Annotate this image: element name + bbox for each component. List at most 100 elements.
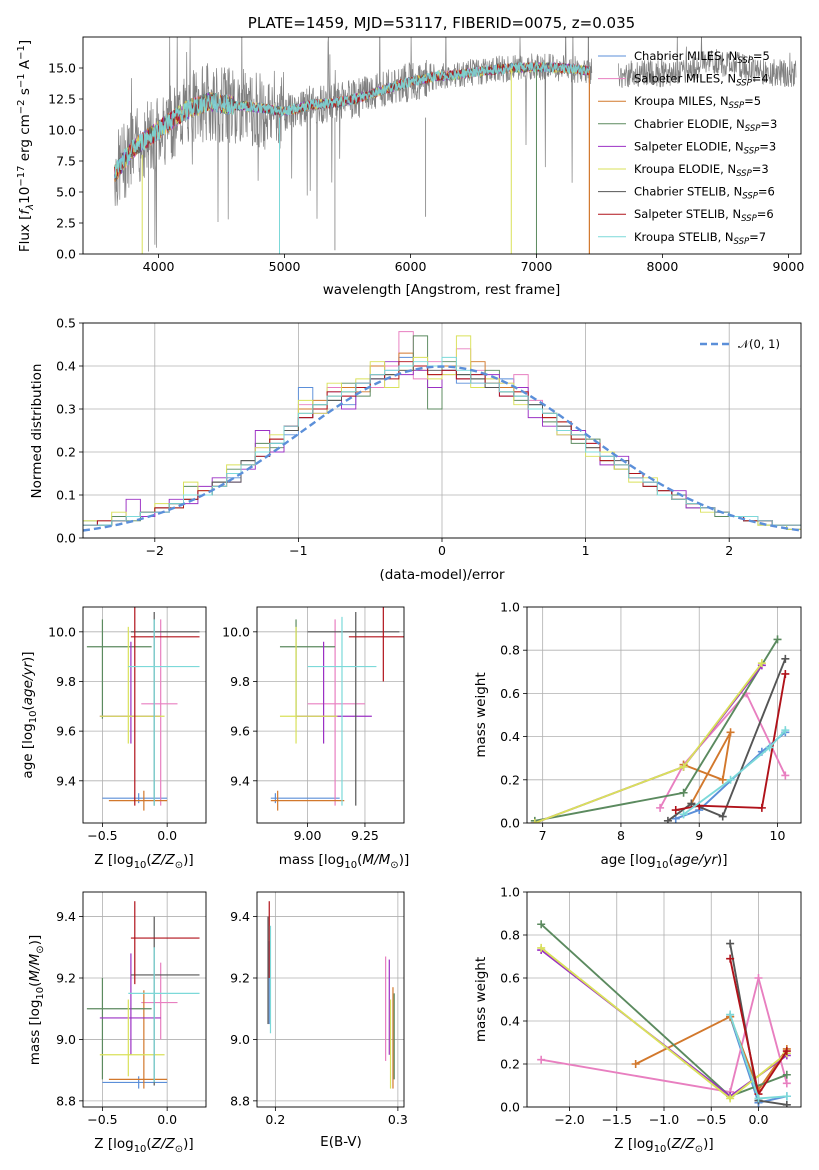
- axis-label-part-3: M: [362, 852, 374, 868]
- residuals-panel: −2 −1 0 1 2 0.0 0.1 0.2 0.3 0.4 0.5 (data-model)/er…: [29, 316, 802, 583]
- weight-line-salpeter-stelib: [675, 673, 787, 811]
- x-tick-label: −0.5: [696, 1112, 726, 1127]
- y-axis-label-part-11: ]: [17, 40, 33, 45]
- y-tick-label: 9.6: [230, 724, 250, 739]
- plot-area: [270, 607, 404, 811]
- y-tick-label: 10.0: [222, 624, 250, 639]
- mass-vs-extinction-panel: 0.2 0.3 8.8 9.0 9.2 9.4 E(B-V): [230, 891, 408, 1150]
- x-tick-label: 0.0: [157, 1112, 177, 1127]
- axis-label-part-6: ⊙: [175, 1144, 183, 1155]
- axis-label-part-3: age: [20, 680, 36, 705]
- y-tick-label: 9.2: [56, 971, 76, 986]
- x-tick-label: 0.0: [749, 1112, 769, 1127]
- weight-vs-metallicity-panel: −2.0 −1.5 −1.0 −0.5 0.0 0.0 0.2 0.4 0.6 0.8 1.0 Z […: [473, 885, 802, 1155]
- y-tick-label: 0.2: [500, 1057, 520, 1072]
- axis-label-part-2: (: [146, 1136, 151, 1152]
- y-axis-label: mass [log10(M/M⊙)]: [27, 935, 46, 1065]
- plot-frame: [256, 891, 405, 1108]
- model-spectrum-kroupa-stelib: [113, 61, 591, 179]
- x-axis-label: Z [log10(Z/Z⊙)]: [614, 1136, 713, 1155]
- x-tick-label: 8000: [647, 259, 679, 274]
- legend-text: Kroupa MILES, N: [634, 94, 729, 108]
- spectrum-panel: 4000 5000 6000 7000 8000 9000 0.0 2.5 5.0 7.5 10.0…: [16, 36, 804, 298]
- y-tick-label: 9.4: [56, 773, 76, 788]
- x-tick-label: 9: [695, 828, 703, 843]
- y-tick-label: 0.6: [500, 686, 520, 701]
- axis-label-part-5: M: [27, 953, 43, 965]
- axis-label-part-1: 10: [656, 860, 669, 871]
- y-tick-label: 0.1: [56, 488, 76, 503]
- axis-label-part-4: /: [373, 852, 380, 868]
- spectrum-title: PLATE=1459, MJD=53117, FIBERID=0075, z=0…: [248, 14, 635, 32]
- legend-text: Kroupa ELODIE, N: [634, 162, 736, 176]
- legend-text: Chabrier ELODIE, N: [634, 117, 745, 131]
- x-axis-label: Z [log10(Z/Z⊙)]: [94, 1136, 193, 1155]
- weight-marker-chabrier-stelib: [781, 654, 790, 663]
- plot-area: [537, 920, 791, 1107]
- y-axis-label-part-5: erg cm: [17, 114, 33, 165]
- weight-marker-salpeter-stelib: [757, 803, 766, 812]
- y-tick-label: 0.0: [500, 1100, 520, 1115]
- legend-subscript: SSP: [736, 79, 752, 89]
- y-tick-label: 9.4: [56, 909, 76, 924]
- y-tick-label: 0.6: [500, 971, 520, 986]
- weight-marker-kroupa-stelib: [726, 1010, 735, 1019]
- y-tick-label: 8.8: [56, 1093, 76, 1108]
- axis-label-part-1: 10: [134, 860, 147, 871]
- y-axis-label: Normed distribution: [29, 364, 45, 499]
- weight-marker-salpeter-miles: [781, 771, 790, 780]
- axis-label-part-6: )]: [717, 852, 728, 868]
- legend-subscript: SSP: [744, 146, 760, 156]
- axis-label-part-7: )]: [27, 935, 43, 946]
- x-tick-label: 6000: [395, 259, 427, 274]
- axis-label-part-0: Z [log: [94, 1136, 133, 1152]
- axis-label-part-7: )]: [399, 852, 410, 868]
- legend-tail: =5: [744, 94, 761, 108]
- axis-label-part-0: Z [log: [94, 852, 133, 868]
- x-tick-label: 9.25: [351, 828, 379, 843]
- x-tick-label: 2: [725, 543, 733, 558]
- axis-label-part-0: Z [log: [614, 1136, 653, 1152]
- y-tick-label: 9.8: [230, 674, 250, 689]
- plot-frame: [256, 606, 405, 824]
- weight-marker-salpeter-stelib: [782, 1047, 791, 1056]
- y-axis-label-part-8: −1: [16, 73, 27, 88]
- legend-subscript: SSP: [741, 214, 757, 224]
- x-tick-label: 7: [539, 828, 547, 843]
- weight-marker-chabrier-elodie: [773, 635, 782, 644]
- legend-text: Salpeter MILES, N: [634, 72, 736, 86]
- y-axis-label-part-2: λ: [25, 204, 36, 211]
- axis-label-part-0: age [log: [600, 852, 655, 868]
- y-tick-label: 0.3: [56, 402, 76, 417]
- y-tick-label: 9.0: [56, 1032, 76, 1047]
- weight-marker-kroupa-stelib: [679, 810, 688, 819]
- plot-frame: [82, 36, 802, 255]
- axis-label-part-2: (: [146, 852, 151, 868]
- axis-label-part-5: yr: [702, 852, 718, 868]
- y-tick-label: 9.0: [230, 1032, 250, 1047]
- weight-marker-kroupa-elodie: [530, 819, 539, 823]
- axis-label-part-2: (: [27, 982, 43, 987]
- weight-marker-salpeter-stelib: [726, 954, 735, 963]
- axis-label-part-7: )]: [183, 852, 194, 868]
- axis-label-part-3: Z: [151, 1136, 162, 1152]
- weight-marker-kroupa-elodie: [679, 762, 688, 771]
- age-vs-metallicity-panel: −0.5 0.09.49.69.810.0Z [log10(Z/Z⊙)]age […: [20, 606, 207, 871]
- x-tick-label: −0.5: [87, 1112, 117, 1127]
- plot-area: [86, 901, 200, 1089]
- y-tick-label: 12.5: [48, 92, 76, 107]
- y-tick-label: 9.6: [56, 724, 76, 739]
- x-axis-label: age [log10(age/yr)]: [600, 852, 727, 871]
- y-tick-label: 0.4: [500, 729, 520, 744]
- plot-frame: [82, 606, 207, 824]
- legend-entry-chabrier-elodie: Chabrier ELODIE, NSSP=3: [634, 117, 777, 134]
- axis-label-part-1: 10: [654, 1144, 667, 1155]
- legend-subscript: SSP: [737, 56, 753, 66]
- axis-label-part-7: )]: [183, 1136, 194, 1152]
- plot-frame: [82, 891, 207, 1108]
- y-tick-label: 9.4: [230, 773, 250, 788]
- axis-label-part-1: 10: [344, 860, 357, 871]
- axis-label-part-6: ⊙: [390, 860, 398, 871]
